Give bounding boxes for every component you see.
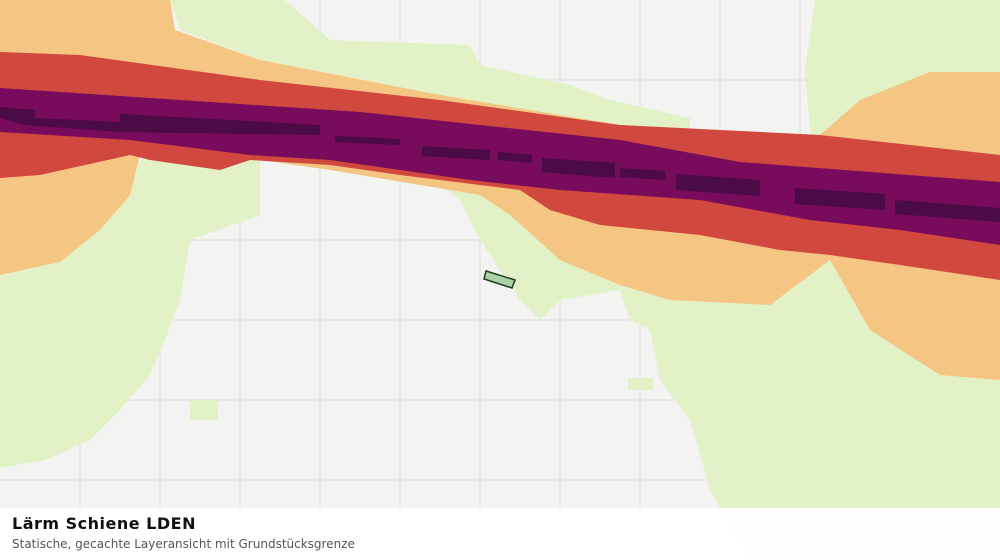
caption-box: Lärm Schiene LDEN Statische, gecachte La…: [0, 508, 1000, 560]
parcel-boundary: [483, 270, 516, 289]
caption-subtitle: Statische, gecachte Layeransicht mit Gru…: [12, 537, 355, 551]
noise-zone-extreme: [0, 107, 1000, 222]
caption-title: Lärm Schiene LDEN: [12, 514, 196, 533]
